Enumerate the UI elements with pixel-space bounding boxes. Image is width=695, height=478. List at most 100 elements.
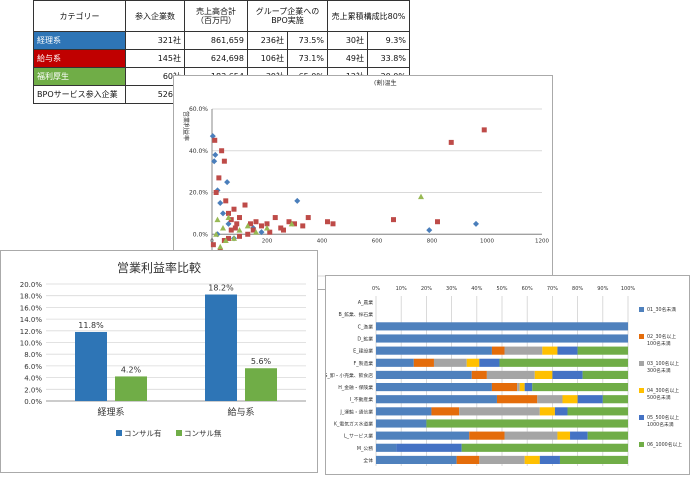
bar-segment xyxy=(582,370,628,379)
table-cell-category: 福利厚生 xyxy=(33,67,126,86)
bar-segment xyxy=(491,383,518,392)
scatter-point xyxy=(236,227,243,233)
table-cell: 145社 xyxy=(125,49,185,68)
scatter-point xyxy=(242,202,248,208)
header-group-bpo: グループ企業への BPO実施 xyxy=(247,0,328,32)
scatter-title-fragment: (割)温生 xyxy=(374,79,397,87)
bar-segment xyxy=(376,455,457,464)
scatter-point xyxy=(220,224,226,231)
scatter-point xyxy=(226,235,231,241)
bar-segment xyxy=(486,370,535,379)
header-category: カテゴリー xyxy=(33,0,126,32)
bar-segment xyxy=(532,383,628,392)
table-cell: 624,698 xyxy=(184,49,248,68)
col-ytick: 20.0% xyxy=(20,281,43,289)
bar-legend-swatch xyxy=(639,361,644,366)
table-cell: 861,659 xyxy=(184,31,248,50)
bar-segment xyxy=(567,407,628,416)
scatter-point xyxy=(325,219,330,225)
bar-segment xyxy=(519,383,525,392)
scatter-xtick: 0 xyxy=(210,238,214,244)
scatter-point xyxy=(210,242,216,248)
bar-segment xyxy=(587,431,628,440)
scatter-xtick: 1200 xyxy=(535,238,549,244)
bar-xtick: 30% xyxy=(446,286,457,292)
header-entrants: 参入企業数 xyxy=(125,0,185,32)
col-data-label: 11.8% xyxy=(78,321,104,330)
scatter-point xyxy=(237,233,242,239)
col-ytick: 2.0% xyxy=(24,386,42,394)
scatter-point xyxy=(231,206,237,212)
table-row: 給与系 145社 624,698 106社 73.1% 49社 33.8% xyxy=(33,49,410,68)
bar-segment xyxy=(491,346,505,355)
bar-segment xyxy=(552,370,583,379)
table-cell-category: 給与系 xyxy=(33,49,126,68)
bar-segment xyxy=(570,431,588,440)
scatter-ytick: 40.0% xyxy=(189,148,208,155)
bar-segment xyxy=(461,443,628,452)
scatter-xtick: 400 xyxy=(317,238,328,244)
bar-segment xyxy=(534,370,553,379)
bar-segment xyxy=(466,358,480,367)
bar-category-label: G_卸・小売業、飲食店 xyxy=(326,372,373,379)
table-cell: 73.1% xyxy=(287,49,328,68)
col-bar xyxy=(205,294,237,401)
scatter-ytick: 20.0% xyxy=(189,190,208,197)
scatter-point xyxy=(292,221,297,227)
bar-legend-swatch xyxy=(639,415,644,420)
col-ytick: 18.0% xyxy=(20,293,43,301)
col-ytick: 14.0% xyxy=(20,316,43,324)
scatter-point xyxy=(418,193,424,200)
table-cell: 106社 xyxy=(247,49,288,68)
scatter-point xyxy=(286,219,292,225)
scatter-point xyxy=(281,227,286,233)
scatter-point xyxy=(223,198,229,204)
bar-segment xyxy=(459,407,540,416)
scatter-point xyxy=(212,151,219,158)
bar-segment xyxy=(539,455,560,464)
bar-xtick: 100% xyxy=(621,286,636,292)
bar-legend-swatch xyxy=(639,307,644,312)
bar-segment xyxy=(537,395,563,404)
col-ytick: 10.0% xyxy=(20,340,43,348)
bar-segment xyxy=(376,431,470,440)
bar-segment xyxy=(376,346,492,355)
bar-legend-label: 05_500名以上 1000名未満 xyxy=(647,414,679,428)
bar-legend-label: 03_100名以上 300名未満 xyxy=(647,360,679,374)
bar-segment xyxy=(539,407,555,416)
bar-category-label: L_サービス業 xyxy=(344,433,373,440)
col-legend-swatch xyxy=(116,430,122,436)
bar-xtick: 60% xyxy=(522,286,533,292)
bar-segment xyxy=(542,346,558,355)
scatter-point xyxy=(209,133,216,140)
col-chart-title: 営業利益率比較 xyxy=(117,260,201,275)
bar-category-label: A_農業 xyxy=(358,299,373,306)
scatter-point xyxy=(232,225,238,231)
bar-segment xyxy=(557,346,578,355)
col-bar xyxy=(245,368,277,401)
bar-xtick: 40% xyxy=(471,286,482,292)
bar-segment xyxy=(504,431,558,440)
scatter-point xyxy=(228,227,234,233)
scatter-point xyxy=(272,215,278,221)
stacked-bar-chart-panel: 0% 10% 20% 30% 40% 50% 60% 70% 80% 90% 100% A_農業 B_鉱… xyxy=(324,275,690,475)
scatter-point xyxy=(294,197,301,204)
table-cell: 30社 xyxy=(327,31,368,50)
bar-segment xyxy=(577,395,603,404)
bar-segment xyxy=(577,346,628,355)
scatter-point xyxy=(435,219,440,225)
scatter-chart-panel: (割)温生営業利益率60.0%40.0%20.0%0.0%-20.0%02004… xyxy=(173,75,553,290)
scatter-point xyxy=(264,224,270,231)
bar-segment xyxy=(479,358,500,367)
scatter-xtick: 200 xyxy=(262,238,273,244)
scatter-point xyxy=(221,158,227,164)
col-category-label: 経理系 xyxy=(97,406,124,418)
bar-category-label: I_不動産業 xyxy=(350,396,373,403)
scatter-point xyxy=(212,137,218,143)
bar-category-label: M_公務 xyxy=(357,445,373,452)
bar-segment xyxy=(376,334,628,343)
scatter-point xyxy=(426,227,433,234)
scatter-point xyxy=(248,221,253,227)
col-data-label: 4.2% xyxy=(121,365,142,374)
profit-margin-column-chart: 営業利益率比較 20.0% 18.0% 16.0% 14.0% 12.0% 10.0% 8.0… xyxy=(20,260,306,438)
